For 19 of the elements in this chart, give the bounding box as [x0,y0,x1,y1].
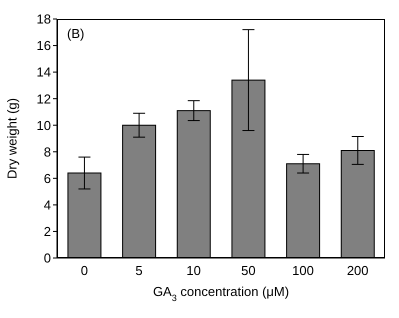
x-tick-label: 5 [135,263,143,278]
x-tick-label: 0 [80,263,88,278]
y-tick-label: 0 [44,250,51,266]
y-tick-label: 16 [36,38,51,54]
y-tick-label: 10 [36,118,51,133]
x-tick-label: 10 [186,263,201,278]
y-tick-label: 8 [44,144,51,160]
x-tick-label: 50 [241,263,256,278]
y-tick-label: 2 [44,224,51,240]
x-tick-label: 100 [292,263,314,278]
y-tick-label: 12 [36,91,51,106]
y-tick-label: 14 [36,64,51,80]
annotation: (B) [67,26,84,41]
y-tick-label: 4 [44,198,51,213]
y-tick-label: 6 [44,170,51,186]
y-tick-label: 18 [36,12,51,27]
y-axis-title: Dry weight (g) [4,98,20,179]
x-axis-title: GA$_{3}$ concentration (μM) [152,284,290,303]
x-tick-label: 200 [346,263,369,278]
